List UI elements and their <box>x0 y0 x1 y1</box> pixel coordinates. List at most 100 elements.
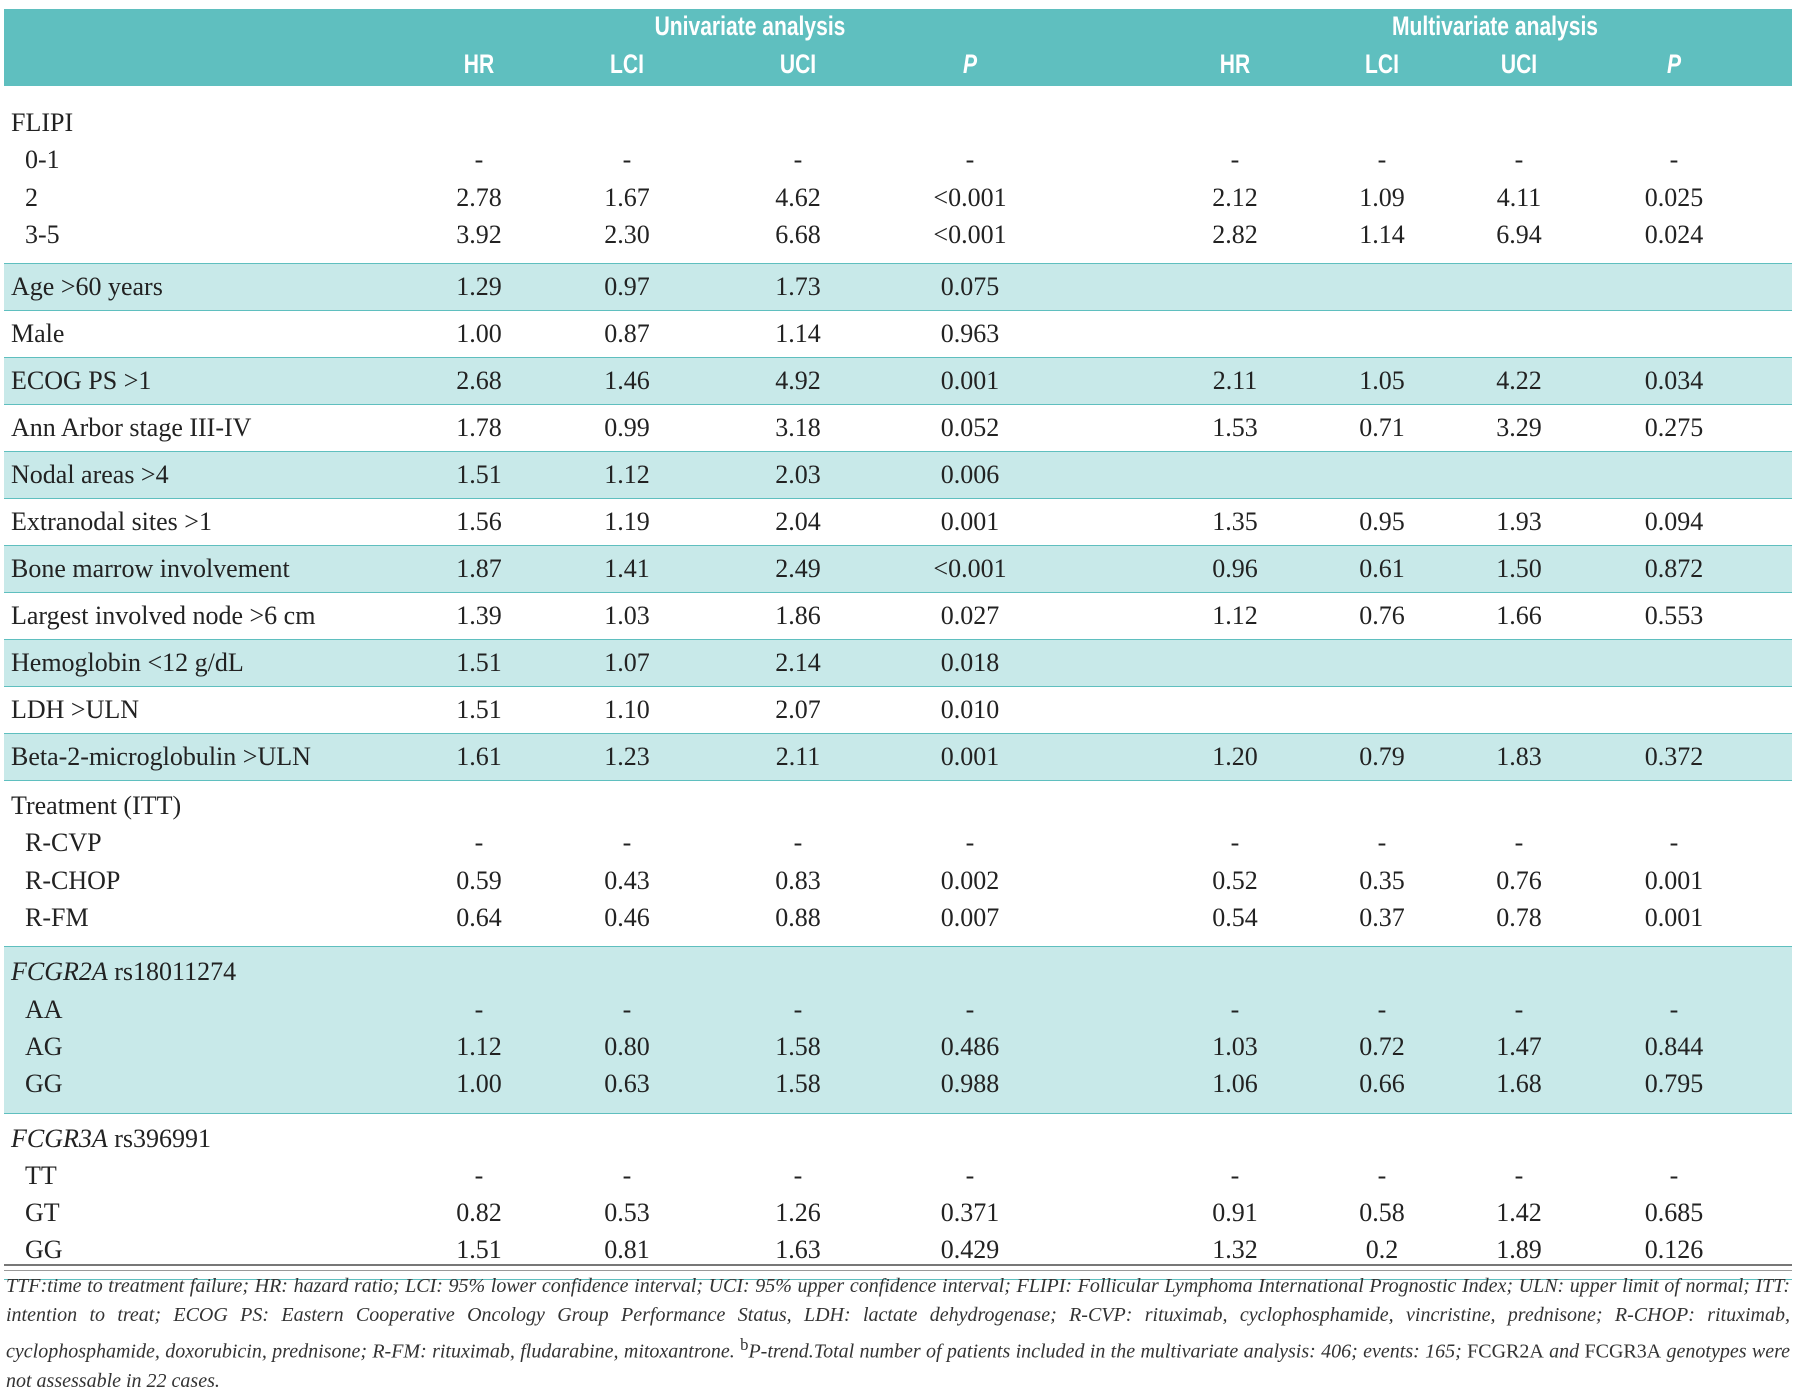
univariate-value: 0.001 <box>940 742 1000 772</box>
table-row: Bone marrow involvement 1.87 1.41 2.49 <0.00… <box>4 546 1792 594</box>
multivariate-value: 4.11 <box>1496 182 1542 212</box>
row-label: LDH >ULN <box>11 695 140 725</box>
univariate-value: - <box>965 1160 975 1190</box>
column-header-hr: HR <box>1219 49 1251 79</box>
footnote-text: and <box>1543 1340 1585 1363</box>
footnote-text: genotypes were not assessable in 22 case… <box>6 1340 1790 1392</box>
univariate-value: <0.001 <box>933 219 1007 249</box>
multivariate-value: 1.66 <box>1496 601 1542 631</box>
multivariate-value: - <box>1669 1160 1679 1190</box>
univariate-value: 0.63 <box>604 1069 650 1099</box>
row-label: Beta-2-microglobulin >ULN <box>11 742 311 772</box>
column-header-p: P <box>1666 49 1682 79</box>
univariate-value: - <box>474 145 484 175</box>
row-label: Hemoglobin <12 g/dL <box>11 648 244 678</box>
multivariate-value: 0.553 <box>1644 601 1704 631</box>
univariate-value: 0.80 <box>604 1031 650 1061</box>
multivariate-value: 0.034 <box>1644 366 1704 396</box>
column-header-p: P <box>962 49 978 79</box>
univariate-value: 0.075 <box>940 272 1000 302</box>
univariate-value: 0.001 <box>940 507 1000 537</box>
univariate-value: 2.07 <box>775 695 821 725</box>
univariate-value: 1.39 <box>456 601 502 631</box>
table-row: Male 1.00 0.87 1.14 0.963 <box>4 311 1792 359</box>
univariate-value: 1.12 <box>456 1031 502 1061</box>
univariate-value: 4.62 <box>775 182 821 212</box>
multivariate-value: 0.685 <box>1644 1198 1704 1228</box>
multivariate-value: 1.35 <box>1212 507 1258 537</box>
row-label: AG <box>25 1031 63 1061</box>
univariate-value: 1.58 <box>775 1069 821 1099</box>
row-label: R-CHOP <box>25 865 121 895</box>
table-row: Age >60 years 1.29 0.97 1.73 0.075 <box>4 264 1792 312</box>
univariate-value: 0.59 <box>456 865 502 895</box>
table-row-line: Ann Arbor stage III-IV 1.78 0.99 3.18 0.052 1… <box>4 405 1792 451</box>
univariate-value: 1.19 <box>604 507 650 537</box>
table-row: Beta-2-microglobulin >ULN 1.61 1.23 2.11 0.0… <box>4 734 1792 782</box>
univariate-value: 1.78 <box>456 413 502 443</box>
row-label: Male <box>11 319 65 349</box>
univariate-value: 1.23 <box>604 742 650 772</box>
univariate-value: <0.001 <box>933 182 1007 212</box>
univariate-value: 2.49 <box>775 554 821 584</box>
univariate-value: 0.81 <box>604 1235 650 1265</box>
univariate-value: 1.58 <box>775 1031 821 1061</box>
column-header-lci: LCI <box>610 49 644 79</box>
table-row: GT 0.82 0.53 1.26 0.371 0.91 0.58 1.42 0.685 <box>4 1194 1792 1231</box>
table-row: AA - - - - - - - - <box>4 991 1792 1028</box>
multivariate-value: 1.03 <box>1212 1031 1258 1061</box>
group-label-gene: FCGR3A <box>11 1123 108 1153</box>
table-row-line: Extranodal sites >1 1.56 1.19 2.04 0.001 1.35… <box>4 499 1792 545</box>
multivariate-value: 1.93 <box>1496 507 1542 537</box>
multivariate-value: 0.72 <box>1359 1031 1405 1061</box>
group-label: FCGR3A rs396991 <box>11 1120 211 1157</box>
multivariate-value: 3.29 <box>1496 413 1542 443</box>
multivariate-value: 4.22 <box>1496 366 1542 396</box>
multivariate-value: 0.52 <box>1212 865 1258 895</box>
multivariate-value: 1.50 <box>1496 554 1542 584</box>
table-row-line: LDH >ULN 1.51 1.10 2.07 0.010 <box>4 687 1792 733</box>
table-row-line: Male 1.00 0.87 1.14 0.963 <box>4 311 1792 357</box>
column-header-uci: UCI <box>779 49 817 79</box>
multivariate-value: - <box>1377 994 1387 1024</box>
column-header-hr: HR <box>463 49 495 79</box>
univariate-value: 1.41 <box>604 554 650 584</box>
table-row: GG 1.51 0.81 1.63 0.429 1.32 0.2 1.89 0.126 <box>4 1231 1792 1268</box>
table-group: FCGR3A rs396991 TT - - - - - - - - GT 0.82 0.53 1.26 0… <box>4 1114 1792 1280</box>
multivariate-value: - <box>1377 828 1387 858</box>
multivariate-value: 1.06 <box>1212 1069 1258 1099</box>
univariate-value: 0.988 <box>940 1069 1000 1099</box>
univariate-value: - <box>474 1160 484 1190</box>
univariate-value: 1.03 <box>604 601 650 631</box>
univariate-value: 1.51 <box>456 1235 502 1265</box>
multivariate-value: 0.54 <box>1212 903 1258 933</box>
multivariate-value: 0.96 <box>1212 554 1258 584</box>
row-label: 0-1 <box>25 145 60 175</box>
table-row: TT - - - - - - - - <box>4 1157 1792 1194</box>
table-group: FLIPI 0-1 - - - - - - - - 2 2.78 1.67 4.62 <0.001 2.12 1… <box>4 86 1792 265</box>
multivariate-value: 1.68 <box>1496 1069 1542 1099</box>
univariate-value: 0.88 <box>775 903 821 933</box>
table-row-line: ECOG PS >1 2.68 1.46 4.92 0.001 2.11 1.05 4.22 0… <box>4 358 1792 404</box>
multivariate-value: 0.872 <box>1644 554 1704 584</box>
multivariate-value: 0.2 <box>1365 1235 1399 1265</box>
table-row: Hemoglobin <12 g/dL 1.51 1.07 2.14 0.018 <box>4 640 1792 688</box>
univariate-value: 0.006 <box>940 460 1000 490</box>
multivariate-value: 0.001 <box>1644 903 1704 933</box>
multivariate-value: 1.32 <box>1212 1235 1258 1265</box>
multivariate-value: - <box>1230 145 1240 175</box>
univariate-value: - <box>793 145 803 175</box>
univariate-value: 1.26 <box>775 1198 821 1228</box>
univariate-value: - <box>965 994 975 1024</box>
table-row: Nodal areas >4 1.51 1.12 2.03 0.006 <box>4 452 1792 500</box>
univariate-value: 2.14 <box>775 648 821 678</box>
univariate-value: 1.07 <box>604 648 650 678</box>
univariate-value: 1.51 <box>456 695 502 725</box>
univariate-value: - <box>965 145 975 175</box>
row-label: GG <box>25 1235 63 1265</box>
multivariate-value: - <box>1514 994 1524 1024</box>
univariate-value: 0.53 <box>604 1198 650 1228</box>
group-header: FCGR3A rs396991 <box>4 1120 1792 1157</box>
table-row: 0-1 - - - - - - - - <box>4 141 1792 178</box>
group-label-text: Treatment (ITT) <box>11 791 182 821</box>
